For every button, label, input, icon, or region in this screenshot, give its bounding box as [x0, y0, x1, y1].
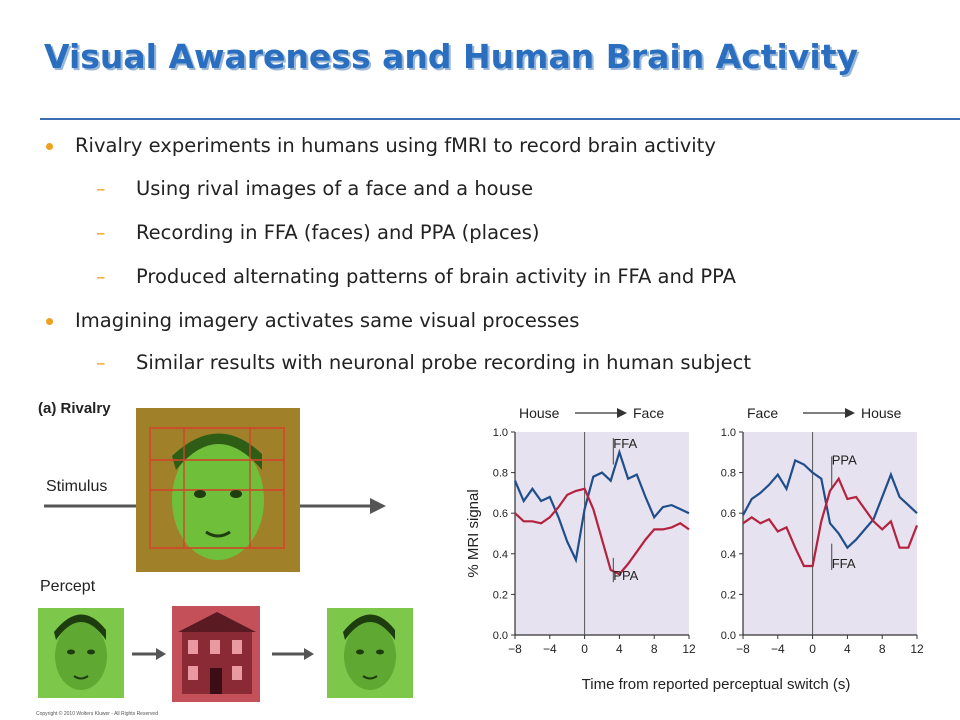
x-tick-label: 0 — [581, 642, 588, 656]
panel-label: (a) Rivalry — [38, 400, 111, 417]
rivalry-illustration — [38, 408, 413, 702]
y-tick-label: 0.6 — [721, 508, 736, 520]
y-tick-label: 0.0 — [493, 630, 508, 642]
copyright-text: Copyright © 2010 Wolters Kluwer - All Ri… — [36, 711, 158, 717]
series-label-ppa: PPA — [613, 568, 638, 583]
series-line-ffa — [513, 448, 690, 564]
sub-bullet-item: Similar results with neuronal probe reco… — [136, 351, 752, 374]
stimulus-label: Stimulus — [46, 478, 108, 495]
bullet-dash: – — [96, 178, 106, 200]
series-line-ppa — [742, 458, 918, 550]
y-tick-label: 0.6 — [493, 508, 508, 520]
y-tick-label: 0.4 — [721, 549, 736, 561]
stimulus-arrow-head — [370, 498, 386, 514]
sub-bullet-item: Recording in FFA (faces) and PPA (places… — [136, 221, 540, 244]
percept-house-image — [172, 606, 260, 702]
chart-header-arrowhead — [617, 408, 627, 418]
series-label-ppa: PPA — [832, 452, 857, 467]
y-tick-label: 0.4 — [493, 549, 508, 561]
x-axis-label: Time from reported perceptual switch (s) — [582, 676, 851, 693]
rivalry-figure: (a) Rivalry Stimulus Percept — [0, 390, 960, 720]
stimulus-image — [136, 408, 300, 572]
plot-area-1 — [515, 432, 689, 635]
y-tick-label: 1.0 — [721, 427, 736, 439]
y-tick-label: 1.0 — [493, 427, 508, 439]
plot-area-2 — [743, 432, 917, 635]
x-tick-label: 0 — [809, 642, 816, 656]
percept-arrow-2-head — [304, 648, 314, 660]
fmri-charts: 0.0 0.2 0.4 0.6 0.8 1.0 −8 −4 0 4 8 12 House Face 0.0 0… — [465, 405, 924, 693]
series-label-ffa: FFA — [613, 436, 637, 451]
x-tick-label: 12 — [910, 642, 924, 656]
chart-header-left: Face — [747, 405, 778, 421]
bullet-dash: – — [96, 222, 106, 244]
y-tick-label: 0.8 — [721, 468, 736, 480]
x-tick-label: 4 — [844, 642, 851, 656]
y-axis-label: % MRI signal — [465, 489, 482, 577]
chart-header-arrowhead — [845, 408, 855, 418]
x-tick-label: 8 — [651, 642, 658, 656]
bullet-item: Rivalry experiments in humans using fMRI… — [75, 134, 716, 157]
y-tick-label: 0.8 — [493, 468, 508, 480]
page-title: Visual Awareness and Human Brain Activit… — [44, 37, 858, 76]
x-tick-label: −8 — [736, 642, 750, 656]
chart-header-right: House — [861, 405, 902, 421]
series-label-ffa: FFA — [832, 556, 856, 571]
y-tick-label: 0.2 — [493, 589, 508, 601]
bullet-dash: – — [96, 352, 106, 374]
series-line-ffa — [742, 476, 919, 568]
bullet-item: Imagining imagery activates same visual … — [75, 309, 580, 332]
series-line-ppa — [514, 487, 690, 576]
x-tick-label: −4 — [543, 642, 557, 656]
sub-bullet-item: Produced alternating patterns of brain a… — [136, 265, 737, 288]
sub-bullet-item: Using rival images of a face and a house — [136, 177, 534, 200]
y-tick-label: 0.2 — [721, 589, 736, 601]
bullet-dot — [46, 143, 53, 150]
bullet-dash: – — [96, 266, 106, 288]
y-tick-label: 0.0 — [721, 630, 736, 642]
percept-face-image-1 — [38, 608, 124, 698]
x-tick-label: 4 — [616, 642, 623, 656]
chart-header-right: Face — [633, 405, 664, 421]
x-tick-label: −8 — [508, 642, 522, 656]
bullet-dot — [46, 318, 53, 325]
percept-label: Percept — [40, 578, 96, 595]
chart-header-left: House — [519, 405, 560, 421]
title-divider — [40, 118, 960, 120]
percept-face-image-2 — [327, 608, 413, 698]
x-tick-label: −4 — [771, 642, 785, 656]
percept-arrow-1-head — [156, 648, 166, 660]
x-tick-label: 8 — [879, 642, 886, 656]
x-tick-label: 12 — [682, 642, 696, 656]
